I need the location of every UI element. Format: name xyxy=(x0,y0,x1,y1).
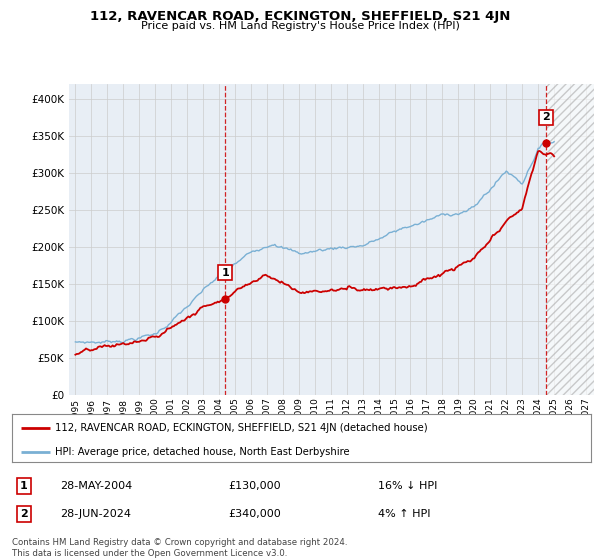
Text: £340,000: £340,000 xyxy=(228,509,281,519)
Text: 2: 2 xyxy=(542,113,550,122)
Text: 28-JUN-2024: 28-JUN-2024 xyxy=(60,509,131,519)
Text: HPI: Average price, detached house, North East Derbyshire: HPI: Average price, detached house, Nort… xyxy=(55,446,350,456)
Text: 28-MAY-2004: 28-MAY-2004 xyxy=(60,481,132,491)
Bar xyxy=(546,84,594,395)
Text: £130,000: £130,000 xyxy=(228,481,281,491)
Text: Contains HM Land Registry data © Crown copyright and database right 2024.
This d: Contains HM Land Registry data © Crown c… xyxy=(12,538,347,558)
Text: 2: 2 xyxy=(20,509,28,519)
Text: 4% ↑ HPI: 4% ↑ HPI xyxy=(378,509,431,519)
Text: 16% ↓ HPI: 16% ↓ HPI xyxy=(378,481,437,491)
Text: 112, RAVENCAR ROAD, ECKINGTON, SHEFFIELD, S21 4JN (detached house): 112, RAVENCAR ROAD, ECKINGTON, SHEFFIELD… xyxy=(55,423,428,433)
Text: Price paid vs. HM Land Registry's House Price Index (HPI): Price paid vs. HM Land Registry's House … xyxy=(140,21,460,31)
Text: 112, RAVENCAR ROAD, ECKINGTON, SHEFFIELD, S21 4JN: 112, RAVENCAR ROAD, ECKINGTON, SHEFFIELD… xyxy=(90,10,510,23)
Text: 1: 1 xyxy=(20,481,28,491)
Text: 1: 1 xyxy=(221,268,229,278)
